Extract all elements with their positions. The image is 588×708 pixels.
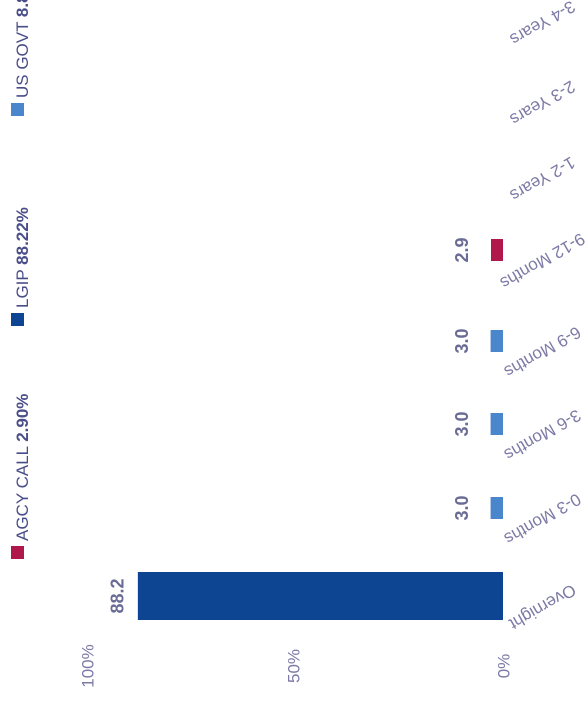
data-label: 88.2	[108, 578, 128, 613]
axis-tick-label: 100%	[78, 644, 97, 687]
bar-9-12-months	[490, 239, 503, 261]
legend-swatch	[11, 546, 24, 559]
data-label: 3.0	[452, 495, 472, 520]
legend-swatch	[11, 103, 24, 116]
category-label: 6-9 Months	[501, 322, 584, 381]
category-label: 0-3 Months	[501, 489, 584, 548]
category-label: 1-2 Years	[507, 153, 579, 205]
axis-tick-label: 50%	[284, 649, 303, 683]
bar-6-9-months	[490, 330, 503, 352]
category-label: 9-12 Months	[497, 229, 588, 293]
legend-entry: LGIP 88.22%	[13, 207, 32, 308]
bar-0-3-months	[490, 497, 503, 519]
data-label: 3.0	[452, 411, 472, 436]
legend-name: AGCY CALL	[13, 442, 32, 541]
legend-value: 8.88%	[13, 0, 32, 17]
legend-name: LGIP	[13, 265, 32, 308]
bar-3-6-months	[490, 413, 503, 435]
plot-area: 88.2 3.0 3.0 3.0 2.9 Overnight 0-3 Months 3-6 M…	[11, 0, 588, 688]
category-label: 2-3 Years	[507, 77, 579, 129]
bar-overnight	[137, 572, 504, 620]
legend-entry: AGCY CALL 2.90%	[13, 394, 32, 541]
legend-entry: US GOVT 8.88%	[13, 0, 32, 98]
legend-swatch	[11, 313, 24, 326]
data-label: 3.0	[452, 328, 472, 353]
data-label: 2.9	[452, 237, 472, 262]
category-label: Overnight	[506, 580, 580, 633]
category-label: 3-6 Months	[501, 405, 584, 464]
legend-value: 2.90%	[13, 394, 32, 442]
legend-name: US GOVT	[13, 17, 32, 98]
category-label: 3-4 Years	[507, 0, 579, 49]
legend-value: 88.22%	[13, 207, 32, 265]
axis-tick-label: 0%	[494, 654, 513, 679]
